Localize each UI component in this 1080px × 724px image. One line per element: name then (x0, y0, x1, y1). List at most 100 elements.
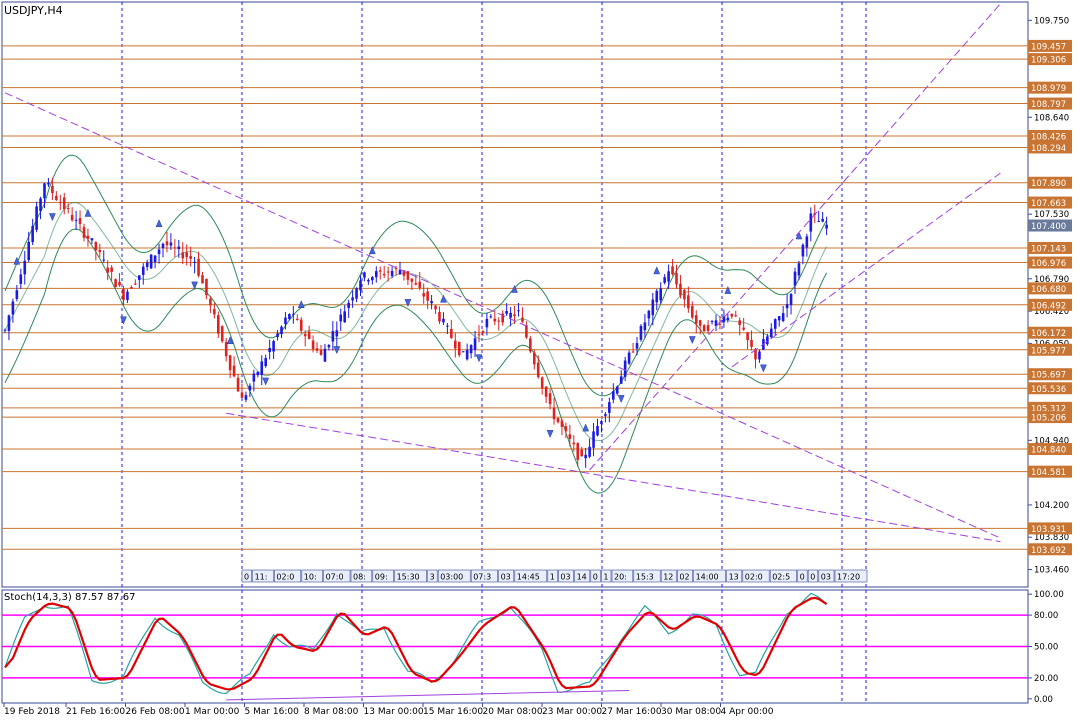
time-marker-label: 02 (679, 573, 689, 582)
candle-body (355, 288, 358, 299)
trendline (4, 92, 1001, 539)
candle-body (327, 344, 331, 348)
candle-body (647, 310, 651, 319)
level-tag-label: 109.457 (1031, 42, 1066, 52)
level-tag-label: 104.581 (1031, 468, 1066, 478)
candle-body (615, 386, 619, 394)
time-marker-box (807, 569, 819, 583)
stoch-tick-label: 100.00 (1034, 590, 1064, 600)
bollinger-middle-line (4, 202, 828, 442)
candle-body (272, 341, 275, 352)
fractal-up-icon (84, 208, 92, 217)
candle-body (280, 326, 283, 335)
price-tick-label: 103.830 (1034, 533, 1069, 543)
candle-body (501, 313, 504, 323)
candle-body (663, 277, 666, 283)
time-marker-box (677, 569, 693, 583)
level-tag (1028, 241, 1072, 254)
level-tag (1028, 382, 1072, 395)
candle-body (675, 273, 678, 285)
candle-body (59, 201, 62, 204)
fractal-up-icon (226, 336, 234, 345)
time-marker-label: 14 (577, 573, 587, 582)
candle-body (122, 288, 125, 301)
candle-body (730, 313, 734, 317)
candle-body (43, 183, 46, 199)
date-tick-label: 5 Mar 16:00 (245, 707, 300, 717)
fractal-up-icon (724, 285, 732, 294)
candle-body (450, 328, 453, 338)
time-marker-label: 03 (501, 573, 511, 582)
level-tag (1028, 443, 1072, 456)
candle-body (82, 227, 86, 238)
time-marker-label: 09: (375, 573, 388, 582)
candle-body (264, 358, 267, 367)
candle-body (552, 407, 556, 420)
fractal-up-icon (653, 266, 661, 275)
time-marker-label: 10: (304, 573, 317, 582)
candle-body (398, 269, 402, 275)
candle-body (205, 278, 208, 296)
stoch-tick-label: 0.00 (1034, 695, 1053, 705)
level-tag (1028, 81, 1072, 94)
time-marker-box (818, 569, 835, 583)
level-tag-label: 105.697 (1031, 371, 1066, 381)
fractal-up-icon (440, 294, 447, 303)
candle-body (718, 323, 722, 325)
candle-body (15, 290, 19, 299)
time-marker-label: 03 (821, 573, 831, 582)
time-marker-box (394, 569, 427, 583)
candle-body (260, 361, 264, 375)
level-tag (1028, 298, 1072, 311)
time-marker-box (274, 569, 302, 583)
fractal-down-icon (120, 316, 127, 325)
time-marker-label: 02:0 (745, 573, 763, 582)
candle-body (770, 328, 773, 338)
candle-body (548, 393, 552, 405)
candle-body (284, 317, 287, 324)
level-tag (1028, 343, 1072, 356)
candle-body (343, 311, 346, 323)
candle-body (110, 267, 113, 272)
candle-body (469, 345, 473, 354)
candle-body (378, 270, 382, 272)
candle-body (363, 272, 366, 278)
candle-body (102, 259, 106, 261)
level-tag-label: 109.306 (1031, 56, 1066, 66)
candle-body (817, 221, 820, 223)
time-marker-box (323, 569, 351, 583)
price-tick-label: 107.530 (1034, 210, 1069, 220)
candle-body (335, 330, 339, 337)
candle-body (307, 331, 311, 339)
candle-body (169, 242, 173, 246)
level-tag (1028, 368, 1072, 381)
level-tag (1028, 53, 1072, 66)
candle-body (513, 314, 516, 317)
time-marker-label: 3 (430, 573, 435, 582)
candle-body (639, 325, 643, 340)
level-tag-label: 104.840 (1031, 446, 1066, 456)
candle-body (185, 252, 188, 258)
date-tick-label: 27 Mar 16:00 (602, 707, 662, 717)
time-marker-box (574, 569, 591, 583)
stoch-trendline (226, 689, 630, 701)
time-marker-box (241, 569, 252, 583)
candle-body (631, 351, 635, 353)
time-marker-label: 0 (244, 573, 249, 582)
date-tick-label: 13 Mar 00:00 (364, 707, 424, 717)
time-marker-label: 03:00 (440, 573, 463, 582)
candle-body (430, 301, 433, 304)
candle-body (106, 267, 109, 273)
candle-body (619, 376, 623, 384)
candle-body (521, 317, 524, 322)
candle-body (710, 321, 714, 323)
level-tag (1028, 543, 1072, 556)
candle-body (153, 255, 157, 262)
candle-body (31, 225, 34, 243)
level-tag (1028, 401, 1072, 414)
candle-body (367, 279, 370, 282)
candle-body (23, 260, 27, 275)
candle-body (3, 329, 7, 331)
